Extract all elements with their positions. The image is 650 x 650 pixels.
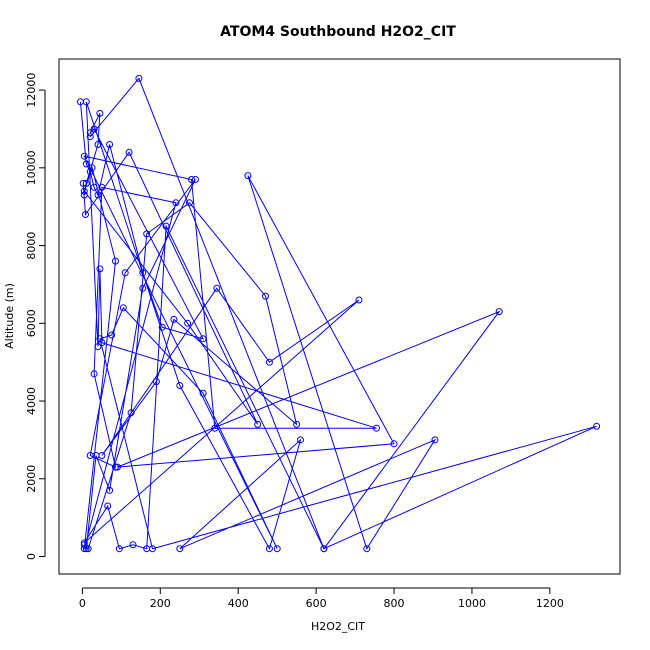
x-tick-label: 1200 [536, 597, 564, 610]
y-tick-label: 8000 [25, 232, 38, 260]
x-tick-label: 800 [384, 597, 405, 610]
y-tick-label: 2000 [25, 465, 38, 493]
y-tick-label: 12000 [25, 73, 38, 108]
plot-area [77, 75, 599, 551]
y-axis: 0 2000 4000 6000 8000 10000 12000 [25, 73, 45, 560]
y-axis-label: Altitude (m) [3, 283, 16, 349]
y-tick-label: 6000 [25, 309, 38, 337]
x-axis: 0 200 400 600 800 1000 1200 [79, 588, 564, 610]
y-tick-label: 4000 [25, 387, 38, 415]
x-tick-label: 1000 [458, 597, 486, 610]
chart-title: ATOM4 Southbound H2O2_CIT [220, 24, 456, 40]
x-tick-label: 200 [150, 597, 171, 610]
series-line [80, 78, 596, 548]
y-tick-label: 0 [25, 553, 38, 560]
x-tick-label: 400 [228, 597, 249, 610]
y-tick-label: 10000 [25, 150, 38, 185]
x-tick-label: 0 [79, 597, 86, 610]
x-axis-label: H2O2_CIT [311, 620, 365, 633]
x-tick-label: 600 [306, 597, 327, 610]
